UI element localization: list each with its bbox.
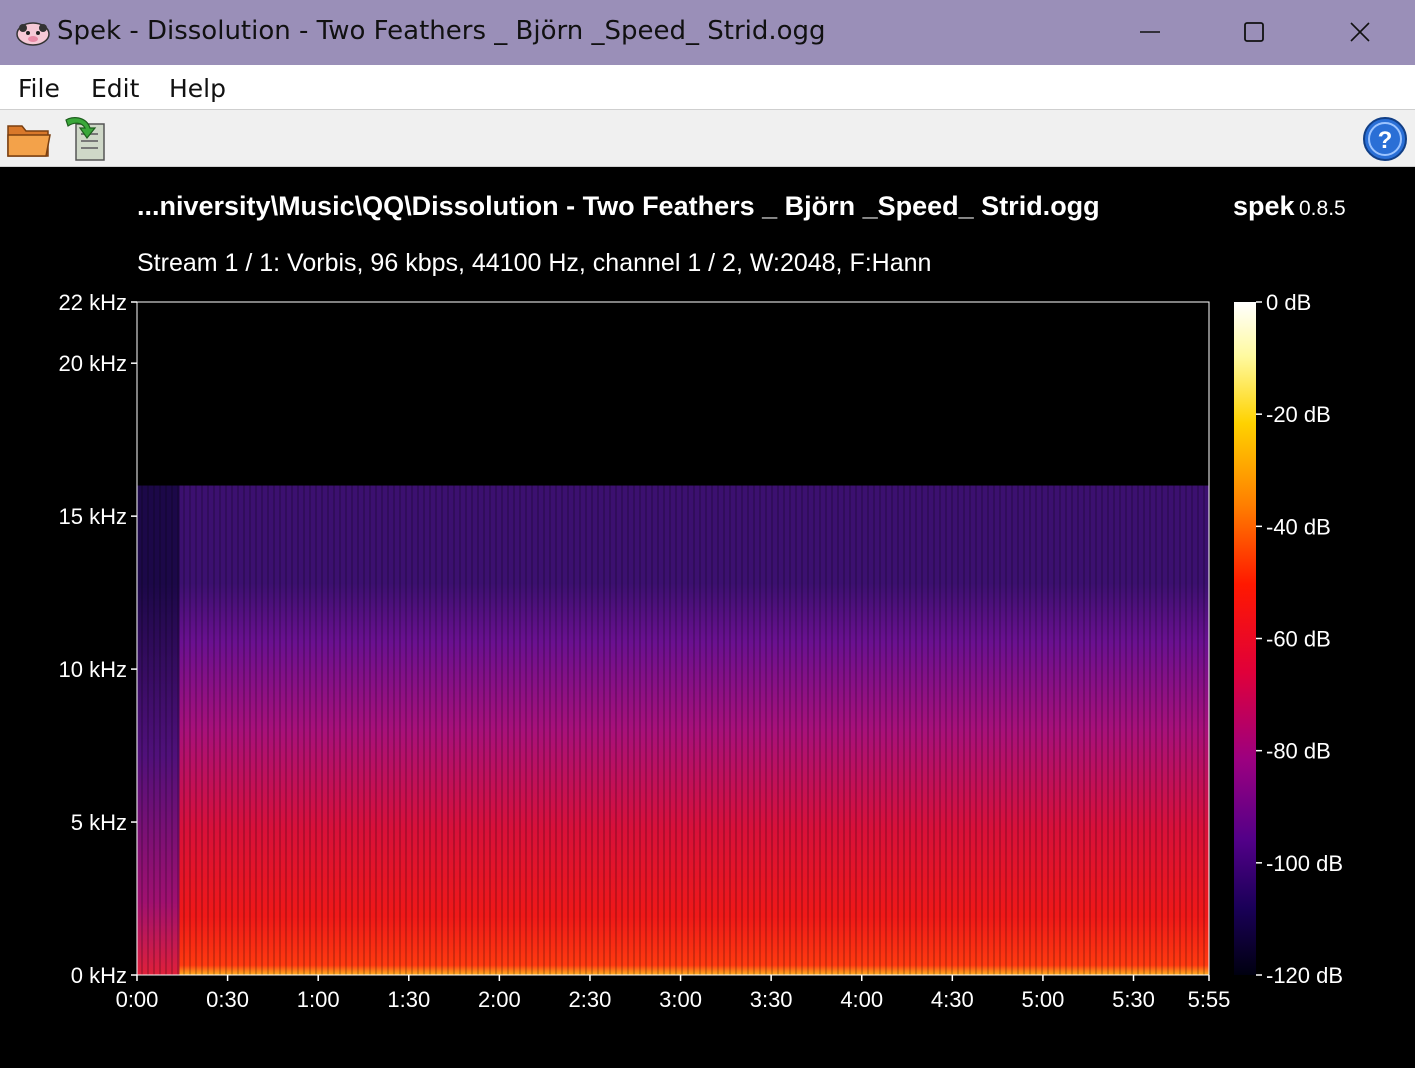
x-tick-label: 5:30 [1112, 987, 1155, 1012]
open-folder-icon[interactable] [6, 118, 52, 160]
help-icon[interactable]: ? [1362, 116, 1408, 162]
close-button[interactable] [1330, 10, 1390, 54]
window-title: Spek - Dissolution - Two Feathers _ Björ… [57, 16, 826, 46]
save-export-icon[interactable] [62, 114, 108, 164]
colorbar-tick-label: 0 dB [1266, 290, 1311, 315]
colorbar-tick-label: -20 dB [1266, 402, 1331, 427]
close-icon [1350, 22, 1370, 42]
colorbar-tick-label: -120 dB [1266, 963, 1343, 988]
file-path-title: ...niversity\Music\QQ\Dissolution - Two … [137, 191, 1100, 221]
x-tick-label: 3:30 [750, 987, 793, 1012]
stream-info: Stream 1 / 1: Vorbis, 96 kbps, 44100 Hz,… [137, 249, 932, 277]
brand-version: 0.8.5 [1299, 197, 1346, 220]
y-tick-label: 22 kHz [59, 290, 127, 315]
maximize-button[interactable] [1224, 10, 1284, 54]
x-tick-label: 4:30 [931, 987, 974, 1012]
x-tick-label: 1:00 [297, 987, 340, 1012]
x-tick-label: 0:30 [206, 987, 249, 1012]
plot-border [136, 301, 1210, 976]
menu-file[interactable]: File [18, 74, 60, 103]
spek-app-icon [16, 22, 50, 46]
toolbar: ? [0, 110, 1415, 167]
menu-help[interactable]: Help [169, 74, 226, 103]
spek-brand: spek 0.8.5 [1233, 191, 1346, 222]
colorbar-tick-label: -60 dB [1266, 627, 1331, 652]
maximize-icon [1244, 22, 1264, 42]
y-tick-label: 20 kHz [59, 351, 127, 376]
svg-text:?: ? [1378, 127, 1393, 154]
spectrum-texture [137, 485, 1209, 975]
y-tick-label: 15 kHz [59, 504, 127, 529]
y-tick-label: 5 kHz [71, 810, 127, 835]
menu-edit[interactable]: Edit [91, 74, 140, 103]
colorbar-tick-label: -80 dB [1266, 739, 1331, 764]
x-tick-label: 3:00 [659, 987, 702, 1012]
x-tick-label: 4:00 [840, 987, 883, 1012]
menu-bar: File Edit Help [0, 65, 1415, 110]
x-tick-label: 0:00 [116, 987, 159, 1012]
y-tick-label: 0 kHz [71, 963, 127, 988]
x-tick-label: 1:30 [387, 987, 430, 1012]
spectrogram-panel: ...niversity\Music\QQ\Dissolution - Two … [3, 167, 1410, 1065]
minimize-icon [1140, 31, 1160, 33]
title-bar[interactable]: Spek - Dissolution - Two Feathers _ Björ… [0, 0, 1415, 65]
minimize-button[interactable] [1120, 10, 1180, 54]
brand-name: spek [1233, 191, 1295, 221]
x-tick-label: 2:00 [478, 987, 521, 1012]
colorbar-tick-label: -40 dB [1266, 514, 1331, 539]
y-tick-label: 10 kHz [59, 657, 127, 682]
x-tick-label: 5:55 [1188, 987, 1231, 1012]
colorbar: 0 dB -20 dB -40 dB -60 dB -80 dB -100 dB -120 … [1234, 290, 1343, 988]
spectrogram-chart: 0 kHz 5 kHz 10 kHz 15 kHz 20 kHz 22 kHz 0:00 0:… [59, 290, 1344, 1012]
colorbar-tick-label: -100 dB [1266, 851, 1343, 876]
colorbar-gradient [1234, 302, 1256, 975]
plot-area [137, 302, 1209, 975]
x-tick-label: 2:30 [569, 987, 612, 1012]
axes: 0 kHz 5 kHz 10 kHz 15 kHz 20 kHz 22 kHz 0:00 0:… [59, 290, 1231, 1012]
x-tick-label: 5:00 [1022, 987, 1065, 1012]
